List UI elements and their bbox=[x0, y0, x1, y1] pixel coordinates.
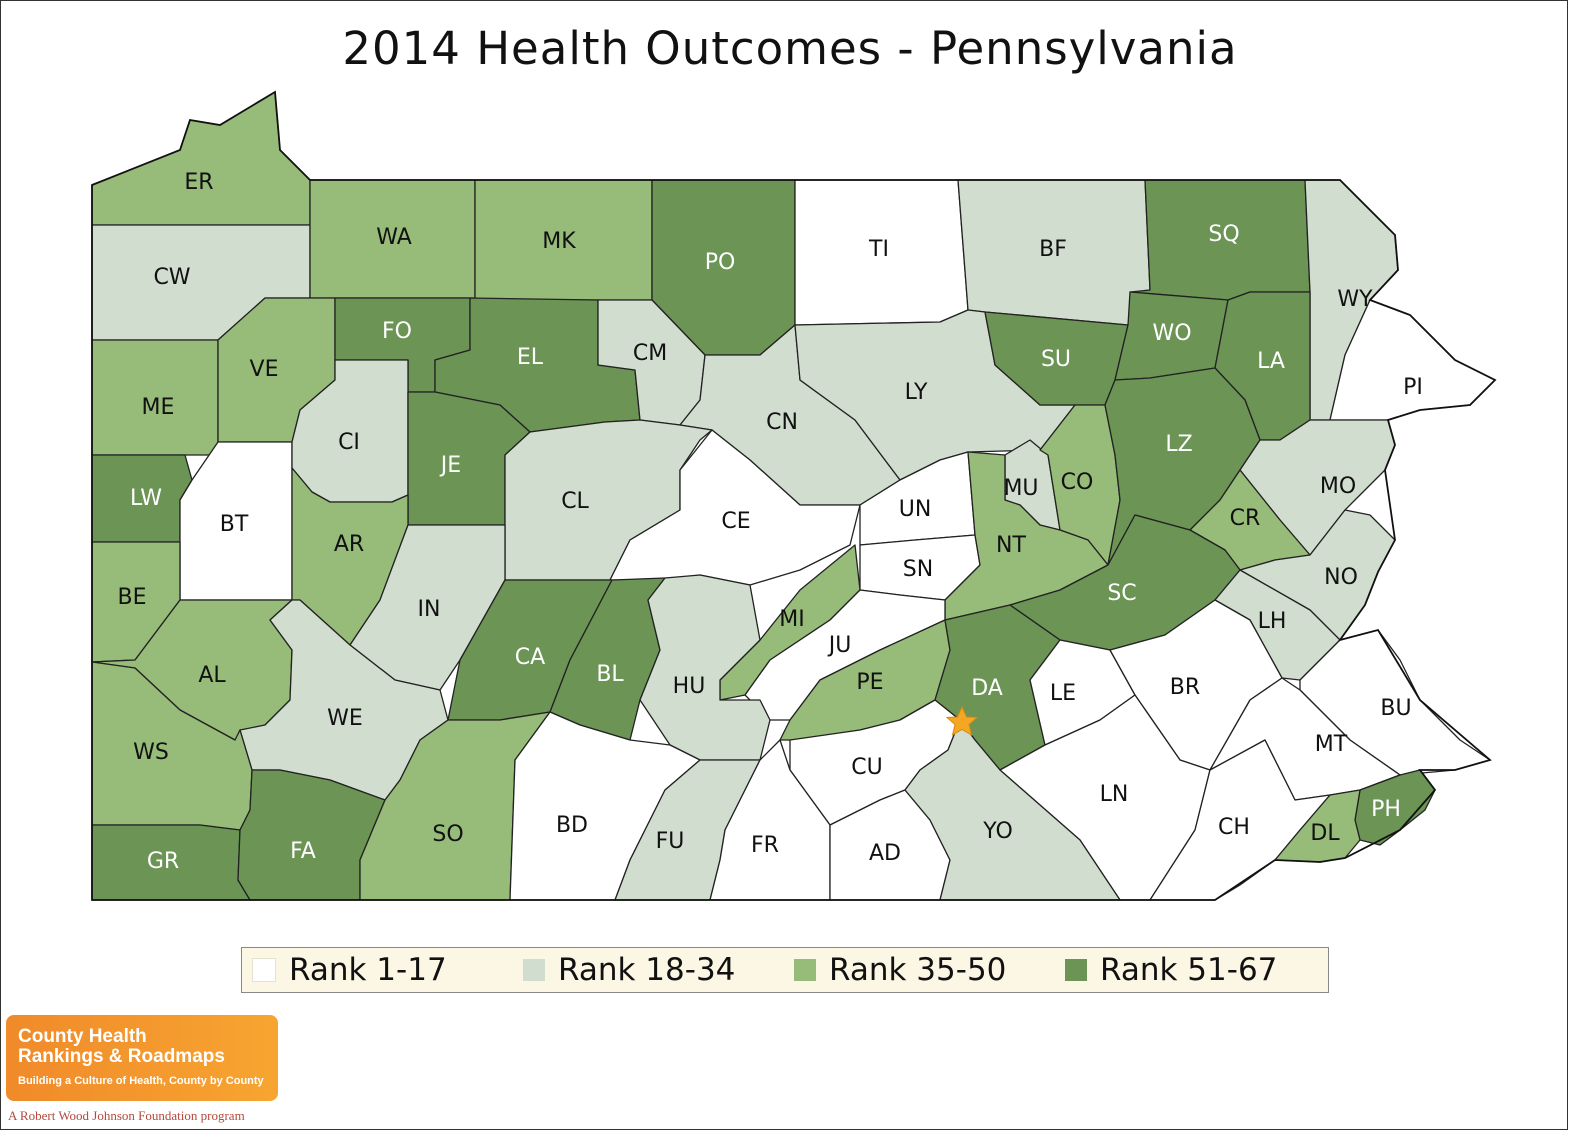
county-label-mu: MU bbox=[1003, 476, 1038, 501]
county-label-cl: CL bbox=[561, 489, 589, 514]
county-label-bu: BU bbox=[1380, 696, 1411, 721]
county-label-bd: BD bbox=[556, 813, 588, 838]
legend-item-rank-1-17: Rank 1-17 bbox=[252, 952, 513, 988]
county-label-po: PO bbox=[705, 250, 736, 275]
county-label-bl: BL bbox=[596, 662, 624, 687]
county-label-dl: DL bbox=[1310, 821, 1340, 846]
legend-item-rank-18-34: Rank 18-34 bbox=[523, 952, 784, 988]
county-label-ch: CH bbox=[1218, 815, 1250, 840]
county-label-cm: CM bbox=[633, 341, 667, 366]
county-label-co: CO bbox=[1061, 470, 1094, 495]
county-label-cw: CW bbox=[153, 265, 190, 290]
county-label-bf: BF bbox=[1039, 237, 1067, 262]
county-label-bt: BT bbox=[220, 512, 249, 537]
county-label-ve: VE bbox=[250, 357, 279, 382]
county-label-wo: WO bbox=[1152, 321, 1191, 346]
legend-label: Rank 51-67 bbox=[1100, 952, 1278, 988]
map-title: 2014 Health Outcomes - Pennsylvania bbox=[342, 22, 1238, 75]
county-label-be: BE bbox=[118, 585, 147, 610]
logo-line-1: County Health bbox=[18, 1026, 147, 1047]
county-label-ad: AD bbox=[869, 841, 901, 866]
county-label-ca: CA bbox=[515, 645, 545, 670]
county-ce bbox=[609, 429, 861, 586]
county-label-so: SO bbox=[432, 822, 463, 847]
legend-swatch-rank-51-67 bbox=[1065, 959, 1087, 981]
logo-sponsor-text: A Robert Wood Johnson Foundation program bbox=[8, 1108, 245, 1123]
county-label-pi: PI bbox=[1403, 375, 1423, 400]
county-label-br: BR bbox=[1170, 675, 1200, 700]
county-label-fo: FO bbox=[382, 319, 412, 344]
county-label-lz: LZ bbox=[1165, 432, 1192, 457]
county-label-mk: MK bbox=[542, 229, 576, 254]
county-label-yo: YO bbox=[982, 819, 1013, 844]
county-health-rankings-logo: County Health Rankings & Roadmaps Buildi… bbox=[6, 1015, 278, 1101]
legend-label: Rank 1-17 bbox=[289, 952, 447, 988]
county-layer bbox=[91, 90, 1497, 901]
county-label-er: ER bbox=[184, 170, 213, 195]
county-label-sq: SQ bbox=[1208, 222, 1239, 247]
county-label-ln: LN bbox=[1100, 782, 1129, 807]
county-label-cr: CR bbox=[1230, 506, 1261, 531]
county-label-ci: CI bbox=[338, 430, 360, 455]
county-label-cu: CU bbox=[851, 755, 882, 780]
logo-line-2: Rankings & Roadmaps bbox=[18, 1046, 225, 1067]
county-label-le: LE bbox=[1050, 681, 1076, 706]
county-label-el: EL bbox=[517, 345, 544, 370]
county-label-un: UN bbox=[899, 497, 932, 522]
county-label-ti: TI bbox=[868, 237, 889, 262]
county-label-ju: JU bbox=[827, 633, 852, 658]
county-label-sc: SC bbox=[1107, 581, 1136, 606]
county-label-lw: LW bbox=[130, 486, 162, 511]
legend-label: Rank 35-50 bbox=[829, 952, 1007, 988]
county-label-ar: AR bbox=[334, 532, 364, 557]
county-label-no: NO bbox=[1324, 565, 1358, 590]
county-label-wa: WA bbox=[376, 225, 412, 250]
county-label-pe: PE bbox=[856, 670, 883, 695]
county-label-je: JE bbox=[439, 453, 461, 478]
legend-swatch-rank-35-50 bbox=[794, 959, 816, 981]
county-label-wy: WY bbox=[1337, 287, 1373, 312]
county-label-fr: FR bbox=[751, 833, 779, 858]
county-label-hu: HU bbox=[673, 674, 706, 699]
county-label-fa: FA bbox=[290, 839, 316, 864]
county-label-ph: PH bbox=[1371, 797, 1401, 822]
county-label-la: LA bbox=[1257, 349, 1285, 374]
label-layer: ER CW WA MK PO TI BF SQ WY ME VE FO EL CM CN LY SU WO LA PI… bbox=[118, 170, 1423, 874]
county-label-sn: SN bbox=[903, 557, 933, 582]
county-label-nt: NT bbox=[996, 533, 1026, 558]
legend-item-rank-51-67: Rank 51-67 bbox=[1065, 952, 1326, 988]
county-label-ws: WS bbox=[133, 740, 169, 765]
county-label-mo: MO bbox=[1320, 474, 1356, 499]
state-border bbox=[91, 90, 1497, 901]
county-label-in: IN bbox=[418, 597, 441, 622]
county-label-cn: CN bbox=[766, 410, 798, 435]
county-label-gr: GR bbox=[147, 849, 179, 874]
county-label-al: AL bbox=[198, 663, 226, 688]
logo-tagline: Building a Culture of Health, County by … bbox=[18, 1075, 264, 1087]
county-label-mi: MI bbox=[779, 607, 804, 632]
legend-swatch-rank-1-17 bbox=[252, 958, 276, 982]
legend-swatch-rank-18-34 bbox=[523, 959, 545, 981]
county-label-ly: LY bbox=[905, 380, 928, 405]
county-label-su: SU bbox=[1041, 347, 1071, 372]
county-yo bbox=[904, 719, 1121, 901]
capital-star-marker bbox=[945, 705, 979, 737]
county-label-ce: CE bbox=[721, 509, 750, 534]
county-label-fu: FU bbox=[656, 829, 685, 854]
county-label-we: WE bbox=[327, 706, 363, 731]
legend-item-rank-35-50: Rank 35-50 bbox=[794, 952, 1055, 988]
county-label-lh: LH bbox=[1258, 609, 1287, 634]
county-label-me: ME bbox=[142, 395, 175, 420]
county-label-mt: MT bbox=[1315, 732, 1348, 757]
legend-label: Rank 18-34 bbox=[558, 952, 736, 988]
legend: Rank 1-17 Rank 18-34 Rank 35-50 Rank 51-… bbox=[241, 947, 1329, 993]
county-label-da: DA bbox=[971, 676, 1003, 701]
